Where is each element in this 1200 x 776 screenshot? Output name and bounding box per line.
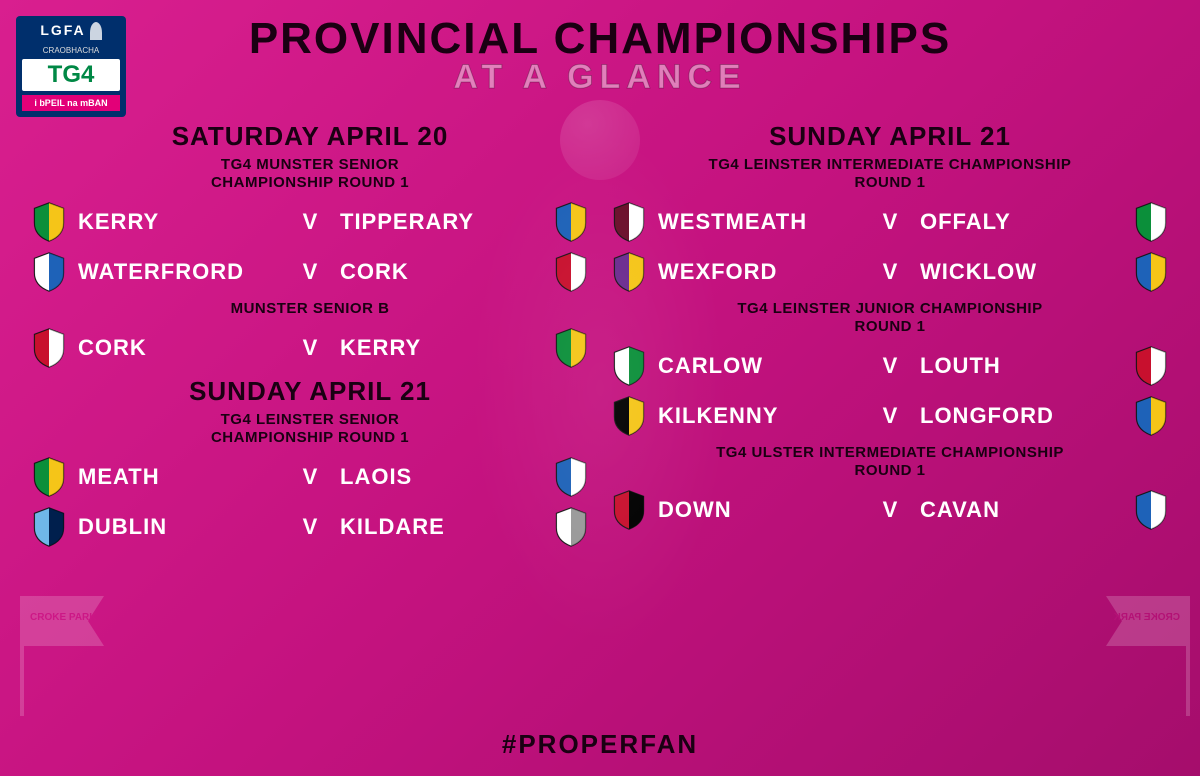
sponsor-lgfa: LGFA [40, 22, 85, 38]
home-team: MEATH [68, 464, 290, 490]
away-team: CORK [330, 259, 552, 285]
competition-heading: TG4 LEINSTER INTERMEDIATE CHAMPIONSHIPRO… [610, 156, 1170, 192]
home-crest-icon [30, 327, 68, 369]
away-team: WICKLOW [910, 259, 1132, 285]
right-column: SUNDAY APRIL 21 TG4 LEINSTER INTERMEDIATE… [610, 115, 1170, 555]
vs-label: V [290, 514, 330, 540]
day-heading: SUNDAY APRIL 21 [610, 121, 1170, 152]
away-team: LAOIS [330, 464, 552, 490]
competition-heading: TG4 LEINSTER JUNIOR CHAMPIONSHIPROUND 1 [610, 300, 1170, 336]
home-team: KILKENNY [648, 403, 870, 429]
away-team: LONGFORD [910, 403, 1132, 429]
fixture-row: MEATHVLAOIS [30, 455, 590, 499]
away-team: KILDARE [330, 514, 552, 540]
fixture-row: WATERFRORDVCORK [30, 250, 590, 294]
vs-label: V [290, 335, 330, 361]
fixture-row: CORKVKERRY [30, 326, 590, 370]
main-title: PROVINCIAL CHAMPIONSHIPS AT A GLANCE [0, 0, 1200, 97]
away-crest-icon [552, 327, 590, 369]
title-line1: PROVINCIAL CHAMPIONSHIPS [0, 14, 1200, 64]
home-crest-icon [610, 251, 648, 293]
sponsor-badge: LGFA CRAOBHACHA TG4 i bPEIL na mBAN [16, 16, 126, 117]
day-heading: SATURDAY APRIL 20 [30, 121, 590, 152]
away-crest-icon [1132, 489, 1170, 531]
sponsor-mid: CRAOBHACHA [22, 46, 120, 55]
away-team: TIPPERARY [330, 209, 552, 235]
fixture-row: CARLOWVLOUTH [610, 344, 1170, 388]
home-team: WEXFORD [648, 259, 870, 285]
vs-label: V [290, 209, 330, 235]
away-crest-icon [552, 251, 590, 293]
vs-label: V [290, 464, 330, 490]
sponsor-bot: i bPEIL na mBAN [22, 95, 120, 111]
away-team: KERRY [330, 335, 552, 361]
home-crest-icon [610, 201, 648, 243]
vs-label: V [870, 259, 910, 285]
home-team: CORK [68, 335, 290, 361]
home-team: WESTMEATH [648, 209, 870, 235]
home-crest-icon [610, 489, 648, 531]
away-crest-icon [1132, 251, 1170, 293]
away-crest-icon [1132, 345, 1170, 387]
home-crest-icon [30, 456, 68, 498]
vs-label: V [870, 209, 910, 235]
vs-label: V [870, 353, 910, 379]
fixture-row: KERRYVTIPPERARY [30, 200, 590, 244]
home-crest-icon [30, 201, 68, 243]
away-team: CAVAN [910, 497, 1132, 523]
fixture-row: WEXFORDVWICKLOW [610, 250, 1170, 294]
competition-heading: TG4 ULSTER INTERMEDIATE CHAMPIONSHIPROUN… [610, 444, 1170, 480]
lgfa-icon [90, 22, 102, 40]
fixture-row: DOWNVCAVAN [610, 488, 1170, 532]
vs-label: V [870, 497, 910, 523]
away-crest-icon [1132, 395, 1170, 437]
day-heading: SUNDAY APRIL 21 [30, 376, 590, 407]
home-team: KERRY [68, 209, 290, 235]
home-crest-icon [610, 395, 648, 437]
corner-flag-right: CROKE PARK [1080, 596, 1200, 716]
competition-heading: TG4 LEINSTER SENIORCHAMPIONSHIP ROUND 1 [30, 411, 590, 447]
sponsor-tg4: TG4 [22, 59, 120, 91]
away-crest-icon [552, 201, 590, 243]
home-team: CARLOW [648, 353, 870, 379]
title-line2: AT A GLANCE [0, 58, 1200, 97]
home-crest-icon [610, 345, 648, 387]
home-crest-icon [30, 251, 68, 293]
home-team: DOWN [648, 497, 870, 523]
left-column: SATURDAY APRIL 20 TG4 MUNSTER SENIORCHAMP… [30, 115, 590, 555]
competition-heading: MUNSTER SENIOR B [30, 300, 590, 318]
hashtag: #PROPERFAN [0, 729, 1200, 760]
home-team: WATERFRORD [68, 259, 290, 285]
away-team: LOUTH [910, 353, 1132, 379]
competition-heading: TG4 MUNSTER SENIORCHAMPIONSHIP ROUND 1 [30, 156, 590, 192]
corner-flag-left: CROKE PARK [0, 596, 130, 716]
away-crest-icon [552, 456, 590, 498]
away-crest-icon [552, 506, 590, 548]
fixture-row: KILKENNYVLONGFORD [610, 394, 1170, 438]
fixture-row: WESTMEATHVOFFALY [610, 200, 1170, 244]
vs-label: V [290, 259, 330, 285]
away-team: OFFALY [910, 209, 1132, 235]
home-team: DUBLIN [68, 514, 290, 540]
away-crest-icon [1132, 201, 1170, 243]
home-crest-icon [30, 506, 68, 548]
vs-label: V [870, 403, 910, 429]
fixture-row: DUBLINVKILDARE [30, 505, 590, 549]
